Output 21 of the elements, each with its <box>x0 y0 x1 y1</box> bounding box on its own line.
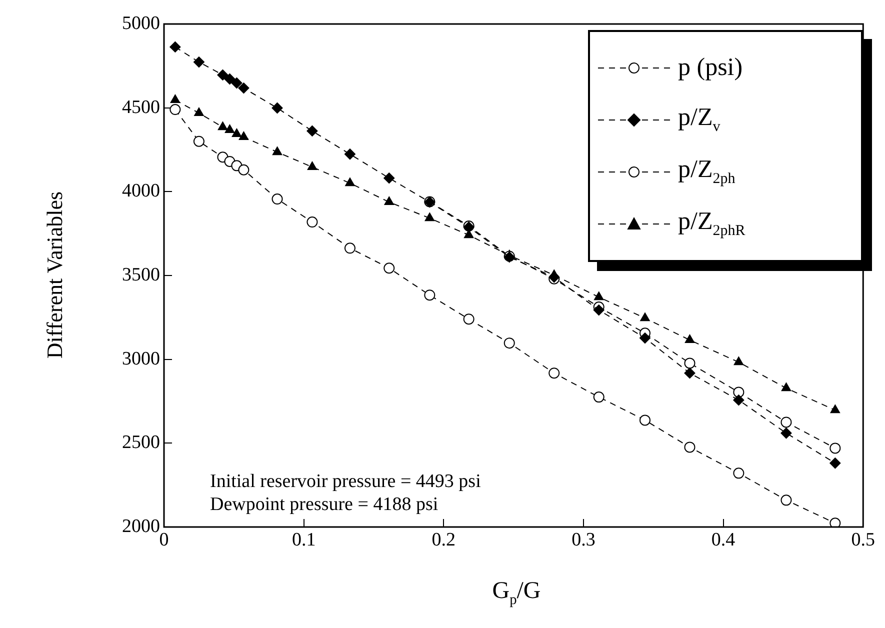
y-tick-label: 3000 <box>122 348 160 370</box>
y-tick-label: 2500 <box>122 432 160 454</box>
y-axis-title: Different Variables <box>42 191 68 359</box>
x-tick-label: 0.3 <box>572 529 596 550</box>
legend-label: p (psi) <box>678 54 743 82</box>
annotation: Dewpoint pressure = 4188 psi <box>210 493 440 516</box>
y-tick-label: 4000 <box>122 180 160 202</box>
x-tick-label: 0 <box>159 529 169 550</box>
y-tick-label: 5000 <box>122 12 160 34</box>
legend-label: p/Z$_{2ph}$ <box>678 156 736 188</box>
x-tick-label: 0.1 <box>292 529 316 550</box>
y-tick-label: 4500 <box>122 96 160 118</box>
y-tick-label: 3500 <box>122 264 160 286</box>
y-tick-label: 2000 <box>122 516 160 537</box>
x-tick-label: 0.5 <box>851 529 875 550</box>
legend-label: p/Z$_{v}$ <box>678 104 720 136</box>
annotation: Initial reservoir pressure = 4493 psi <box>210 470 481 493</box>
x-tick-label: 0.2 <box>432 529 456 550</box>
x-tick-label: 0.4 <box>711 529 736 550</box>
x-axis-title: G$_{p}$/G <box>491 578 542 609</box>
legend-label: p/Z$_{2phR}$ <box>678 208 746 240</box>
